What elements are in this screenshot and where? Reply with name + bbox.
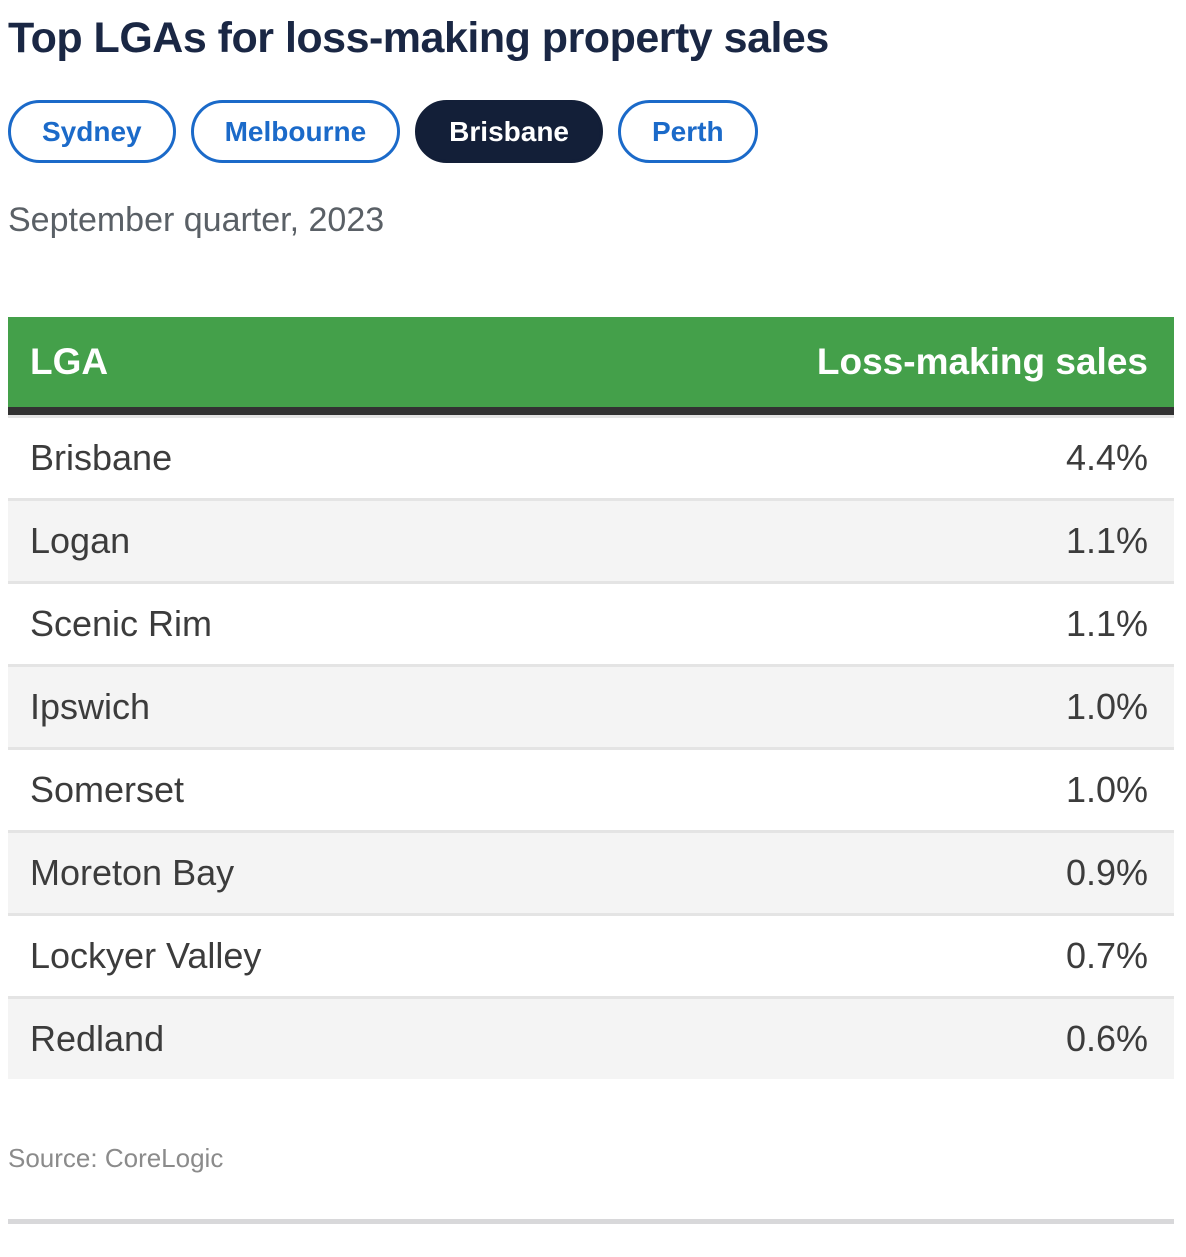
column-header-loss-making-sales: Loss-making sales: [816, 341, 1148, 383]
lga-name-cell: Scenic Rim: [30, 603, 213, 645]
table-row: Ipswich 1.0%: [8, 664, 1174, 748]
tab-brisbane[interactable]: Brisbane: [415, 100, 603, 164]
lga-name-cell: Lockyer Valley: [30, 935, 262, 977]
loss-value-cell: 1.1%: [1065, 603, 1148, 645]
table-row: Lockyer Valley 0.7%: [8, 913, 1174, 997]
table-row: Brisbane 4.4%: [8, 415, 1174, 499]
tab-perth[interactable]: Perth: [618, 100, 758, 164]
tab-sydney[interactable]: Sydney: [8, 100, 176, 164]
page-title: Top LGAs for loss-making property sales: [8, 14, 829, 62]
loss-value-cell: 1.0%: [1065, 686, 1148, 728]
source-note: Source: CoreLogic: [8, 1143, 224, 1174]
tab-melbourne[interactable]: Melbourne: [190, 100, 401, 164]
subtitle: September quarter, 2023: [8, 201, 385, 240]
city-tabs: Sydney Melbourne Brisbane Perth: [8, 100, 1174, 164]
table-row: Moreton Bay 0.9%: [8, 830, 1174, 914]
table-row: Redland 0.6%: [8, 996, 1174, 1080]
table-header-row: LGA Loss-making sales: [8, 317, 1174, 416]
loss-value-cell: 1.1%: [1065, 520, 1148, 562]
lga-name-cell: Logan: [30, 520, 131, 562]
lga-name-cell: Brisbane: [30, 437, 173, 479]
bottom-divider: [8, 1219, 1174, 1225]
lga-name-cell: Somerset: [30, 769, 185, 811]
table-row: Logan 1.1%: [8, 498, 1174, 582]
lga-name-cell: Moreton Bay: [30, 852, 235, 894]
loss-value-cell: 0.9%: [1065, 852, 1148, 894]
table-row: Scenic Rim 1.1%: [8, 581, 1174, 665]
lga-name-cell: Redland: [30, 1018, 165, 1060]
lga-name-cell: Ipswich: [30, 686, 151, 728]
loss-value-cell: 0.7%: [1065, 935, 1148, 977]
loss-making-sales-table: LGA Loss-making sales Brisbane 4.4% Loga…: [8, 317, 1174, 1080]
loss-value-cell: 0.6%: [1065, 1018, 1148, 1060]
column-header-lga: LGA: [30, 341, 109, 383]
table-row: Somerset 1.0%: [8, 747, 1174, 831]
loss-value-cell: 1.0%: [1065, 769, 1148, 811]
loss-value-cell: 4.4%: [1065, 437, 1148, 479]
